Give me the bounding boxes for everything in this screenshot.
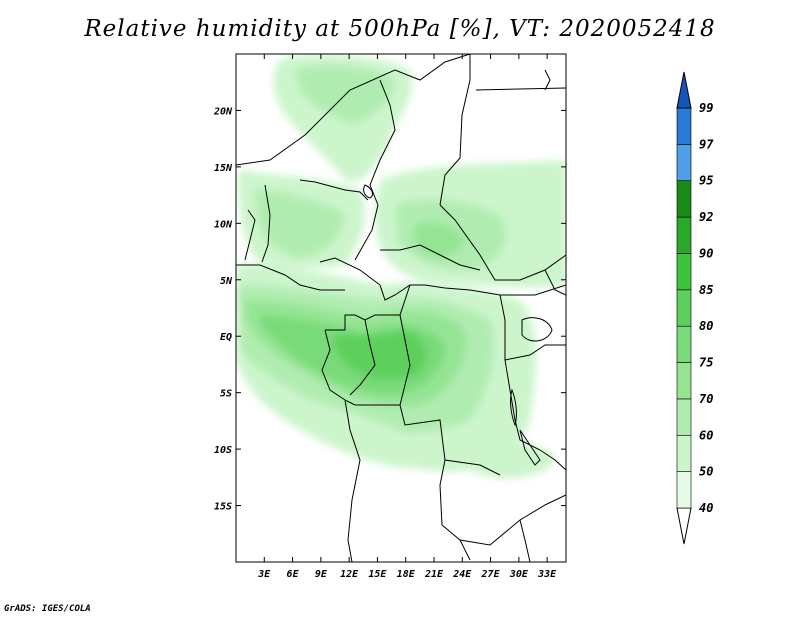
- colorbar: 40 50 60 70 75 80 85 90 92 95 97 99: [676, 71, 714, 545]
- colorbar-high-arrow: [676, 71, 692, 109]
- colorbar-label: 99: [699, 101, 713, 115]
- colorbar-label: 85: [699, 283, 713, 297]
- humidity-field: [236, 54, 566, 562]
- lat-tick-label: 15S: [214, 502, 232, 513]
- lakes: [363, 69, 553, 466]
- colorbar-label: 75: [699, 356, 713, 370]
- colorbar-segment: [676, 434, 692, 472]
- colorbar-label: 97: [699, 137, 714, 151]
- lon-tick-label: 15E: [368, 569, 387, 580]
- lon-tick-label: 21E: [424, 569, 444, 580]
- lon-tick-label: 3E: [257, 569, 271, 580]
- humidity-region: [450, 438, 555, 479]
- colorbar-segment: [676, 180, 692, 218]
- lon-tick-label: 18E: [397, 569, 416, 580]
- lon-tick-label: 12E: [340, 569, 359, 580]
- colorbar-segment: [676, 398, 692, 436]
- longitude-axis: 3E 6E 9E 12E 15E 18E 21E 24E 27E 30E 33E: [257, 54, 557, 580]
- colorbar-label: 50: [699, 465, 713, 479]
- colorbar-label: 90: [699, 246, 713, 260]
- humidity-region: [290, 395, 431, 469]
- lon-tick-label: 24E: [452, 569, 472, 580]
- lon-tick-label: 9E: [315, 569, 328, 580]
- lat-tick-label: 10N: [214, 219, 233, 230]
- colorbar-segment: [676, 289, 692, 327]
- lat-tick-label: 5S: [220, 389, 232, 400]
- colorbar-segment: [676, 216, 692, 254]
- colorbar-segment: [676, 144, 692, 182]
- colorbar-label: 92: [699, 210, 713, 224]
- lon-tick-label: 33E: [537, 569, 557, 580]
- colorbar-label: 40: [699, 501, 713, 515]
- lon-tick-label: 30E: [509, 569, 529, 580]
- colorbar-segment: [676, 471, 692, 509]
- colorbar-segment: [676, 107, 692, 145]
- colorbar-segment: [676, 325, 692, 363]
- lon-tick-label: 27E: [481, 569, 501, 580]
- colorbar-label: 95: [699, 174, 713, 188]
- humidity-region: [334, 330, 426, 380]
- grads-credit: GrADS: IGES/COLA: [4, 604, 91, 614]
- colorbar-segment: [676, 253, 692, 291]
- lon-tick-label: 6E: [287, 569, 300, 580]
- chart-title: Relative humidity at 500hPa [%], VT: 202…: [84, 16, 716, 42]
- colorbar-label: 80: [699, 319, 713, 333]
- lat-tick-label: 5N: [220, 276, 233, 287]
- map-frame: [235, 53, 567, 563]
- colorbar-label: 60: [699, 428, 713, 442]
- lat-tick-label: EQ: [220, 332, 232, 343]
- colorbar-segment: [676, 362, 692, 400]
- colorbar-low-arrow: [676, 507, 692, 545]
- lat-tick-label: 20N: [213, 106, 233, 117]
- country-boundaries: [236, 54, 566, 562]
- lat-tick-label: 15N: [214, 163, 233, 174]
- latitude-axis: 20N 15N 10N 5N EQ 5S 10S 15S: [213, 106, 566, 513]
- humidity-region: [255, 190, 345, 258]
- lat-tick-label: 10S: [214, 445, 232, 456]
- colorbar-label: 70: [699, 392, 713, 406]
